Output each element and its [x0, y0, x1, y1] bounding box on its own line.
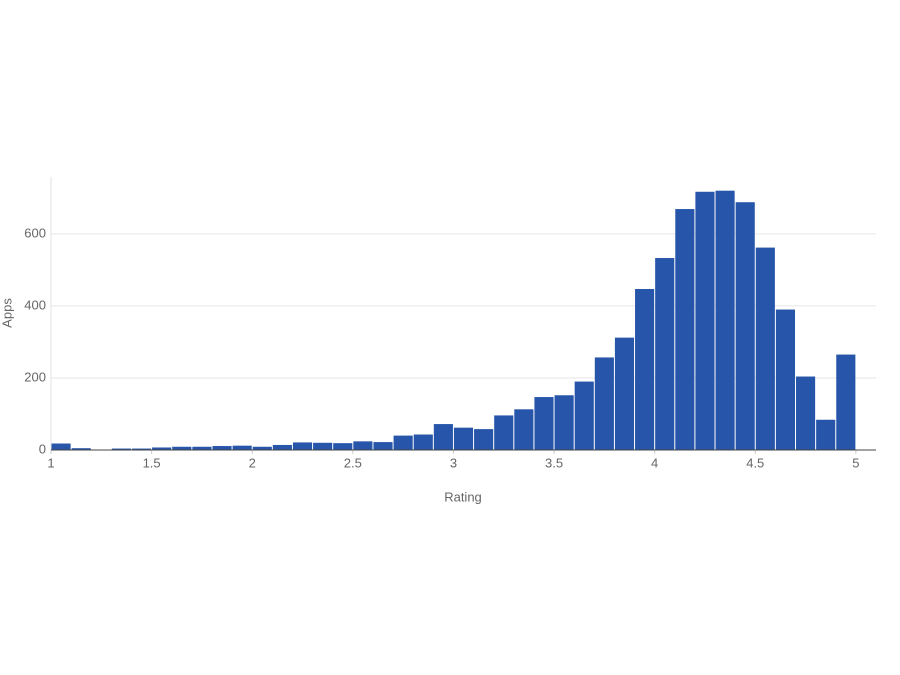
bar — [453, 427, 474, 450]
bar — [494, 415, 514, 450]
bar — [232, 445, 252, 450]
y-tick-label: 200 — [24, 369, 46, 384]
x-tick-label: 1 — [47, 455, 54, 470]
bar — [353, 441, 373, 450]
bar — [715, 190, 735, 450]
bar — [655, 258, 675, 450]
x-tick-label: 1.5 — [143, 455, 161, 470]
bar — [816, 419, 836, 450]
x-tick-label: 5 — [852, 455, 859, 470]
x-tick-label: 4.5 — [746, 455, 764, 470]
x-tick-label: 2.5 — [344, 455, 362, 470]
x-tick-label: 2 — [249, 455, 256, 470]
bar — [373, 442, 393, 450]
bar — [474, 429, 494, 450]
bar — [333, 443, 353, 450]
bar — [192, 446, 212, 450]
bar — [554, 395, 574, 450]
bar — [313, 442, 333, 450]
bar — [393, 435, 413, 450]
bar — [755, 247, 775, 450]
bar — [152, 447, 172, 450]
bar — [534, 397, 554, 450]
x-axis-label: Rating — [444, 489, 482, 504]
bar — [796, 376, 816, 450]
bar — [574, 381, 594, 450]
x-tick-label: 4 — [651, 455, 658, 470]
bar — [51, 443, 71, 450]
bar — [614, 337, 635, 450]
bar — [695, 191, 715, 451]
bar — [131, 448, 152, 450]
x-tick-label: 3 — [450, 455, 457, 470]
bar — [514, 409, 534, 450]
bar — [413, 434, 433, 450]
bar — [212, 446, 232, 450]
bar — [272, 444, 292, 450]
bar — [735, 202, 755, 450]
y-tick-label: 400 — [24, 297, 46, 312]
y-axis-label: Apps — [0, 298, 14, 328]
x-tick-label: 3.5 — [545, 455, 563, 470]
bar — [775, 309, 796, 450]
bar — [111, 448, 131, 450]
bar — [836, 354, 856, 450]
bar — [594, 357, 614, 450]
y-tick-label: 600 — [24, 225, 46, 240]
bar — [433, 424, 453, 450]
bar — [635, 289, 655, 450]
bar — [172, 446, 192, 450]
bar — [292, 442, 313, 450]
bar — [71, 448, 91, 450]
bar — [252, 446, 272, 450]
y-tick-label: 0 — [39, 441, 46, 456]
bar — [675, 209, 695, 450]
